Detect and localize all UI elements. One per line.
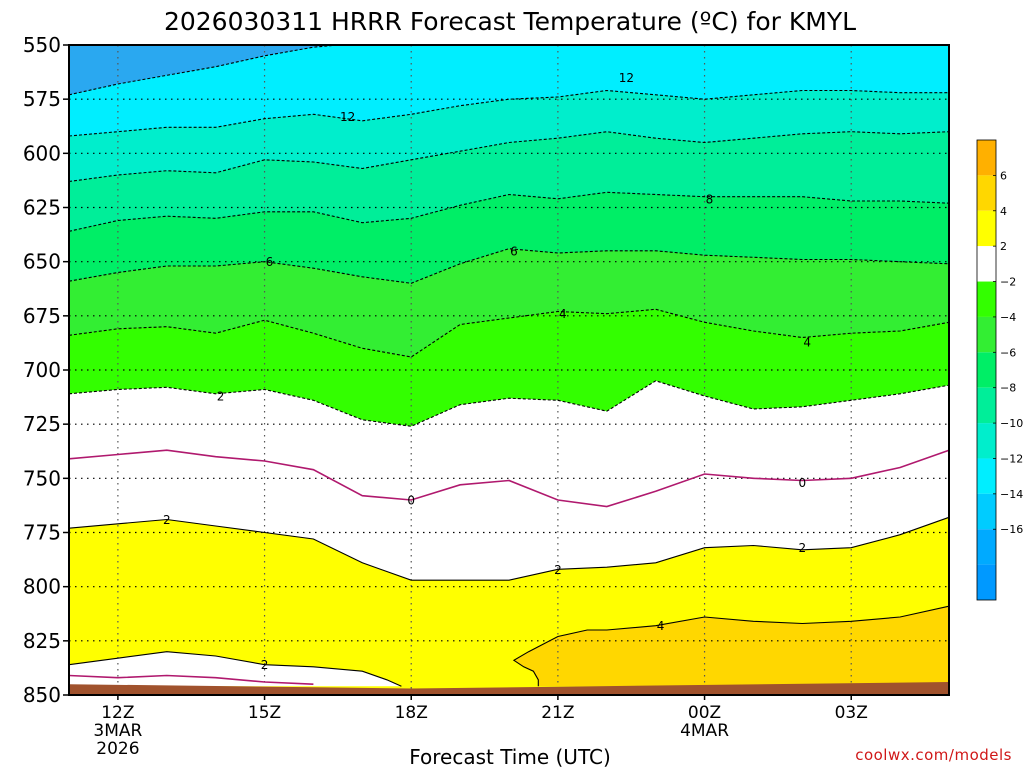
x-tick-label: 00Z [688, 703, 721, 723]
fill-pocket [69, 651, 402, 687]
y-tick-label: 550 [23, 33, 61, 57]
fill-band [69, 45, 949, 136]
y-tick-label: 700 [23, 358, 61, 382]
colorbar: 6 4 2 −2 −4 −6 −8 −10 −12 −14 −16 [976, 139, 1023, 601]
colorbar-label: −4 [1000, 311, 1016, 324]
contour-label: 2 [217, 390, 225, 404]
colorbar-label: −12 [1000, 452, 1023, 465]
x-axis-label: Forecast Time (UTC) [409, 745, 611, 768]
y-tick-label: 750 [23, 466, 61, 490]
x-tick-label: 4MAR [680, 721, 729, 741]
fill-band-coldest [69, 45, 338, 95]
y-tick-label: 725 [23, 412, 61, 436]
contour-line [68, 516, 950, 581]
contour-label: 2 [163, 513, 171, 527]
y-tick-label: 775 [23, 521, 61, 545]
colorbar-label: 4 [1000, 205, 1007, 218]
colorbar-swatch [977, 387, 996, 424]
colorbar-label: −14 [1000, 488, 1023, 501]
colorbar-swatch [977, 458, 996, 494]
colorbar-frame [976, 139, 997, 601]
colorbar-swatch [977, 246, 996, 282]
contour-label: 8 [706, 192, 714, 206]
contour-label: 4 [559, 307, 567, 321]
colorbar-label: 2 [1000, 240, 1007, 253]
colorbar-label: −2 [1000, 276, 1016, 289]
fill-pocket [513, 606, 949, 687]
ground-layer [69, 682, 949, 695]
colorbar-swatch [977, 281, 996, 317]
site-credit: coolwx.com/models [855, 746, 1012, 764]
colorbar-swatch [977, 493, 996, 530]
colorbar-label: −8 [1000, 382, 1016, 395]
colorbar-swatch [977, 140, 996, 176]
colorbar-swatch [977, 316, 996, 353]
contour-label: 12 [619, 71, 634, 85]
contour-labels: 12 12 8 6 6 4 4 2 0 0 2 2 2 4 2 [163, 71, 811, 672]
y-tick-label: 825 [23, 629, 61, 653]
contour-label: 6 [510, 244, 518, 258]
x-tick-label: 18Z [395, 703, 428, 723]
y-axis: 550 575 600 625 650 675 700 725 750 775 800 825 850 [23, 33, 69, 707]
contour-line [68, 131, 950, 183]
contour-label: 2 [261, 658, 269, 672]
y-tick-label: 850 [23, 683, 61, 707]
x-tick-label: 2026 [96, 739, 139, 759]
contour-label: 12 [340, 110, 355, 124]
contour-label: 2 [554, 563, 562, 577]
colorbar-label: −6 [1000, 346, 1016, 359]
contour-lines [68, 44, 950, 687]
x-tick-label: 03Z [835, 703, 868, 723]
contour-line [512, 605, 950, 687]
grid-lines [69, 45, 949, 695]
contour-label: 4 [803, 335, 811, 349]
contour-label: 2 [799, 541, 807, 555]
y-tick-label: 600 [23, 141, 61, 165]
contour-line [68, 308, 950, 358]
contour-line [68, 380, 950, 427]
colorbar-swatch [977, 529, 996, 565]
contour-line [68, 651, 402, 687]
colorbar-swatch [977, 210, 996, 247]
contour-line [68, 89, 949, 137]
contour-label: 4 [657, 619, 665, 633]
y-tick-label: 650 [23, 250, 61, 274]
colorbar-swatch [977, 352, 996, 388]
y-tick-label: 675 [23, 304, 61, 328]
x-tick-label: 3MAR [93, 721, 142, 741]
contour-line [68, 44, 338, 96]
contour-line [68, 449, 950, 508]
x-tick-label: 15Z [248, 703, 281, 723]
y-tick-label: 800 [23, 575, 61, 599]
colorbar-label: −10 [1000, 417, 1023, 430]
y-tick-label: 575 [23, 87, 61, 111]
chart-title: 2026030311 HRRR Forecast Temperature (ºC… [164, 7, 856, 36]
colorbar-label: −16 [1000, 523, 1023, 536]
contour-label: 6 [266, 255, 274, 269]
y-tick-label: 625 [23, 196, 61, 220]
colorbar-label: 6 [1000, 169, 1007, 182]
contour-label: 0 [799, 476, 807, 490]
colorbar-swatch [977, 564, 996, 600]
x-tick-label: 21Z [541, 703, 574, 723]
colorbar-swatch [977, 175, 996, 211]
x-tick-label: 12Z [101, 703, 134, 723]
contour-line [68, 248, 950, 284]
contour-line [68, 674, 314, 685]
colorbar-swatch [977, 423, 996, 459]
contour-line [68, 191, 950, 232]
contour-label: 0 [407, 494, 415, 508]
ground-fill [69, 682, 949, 695]
